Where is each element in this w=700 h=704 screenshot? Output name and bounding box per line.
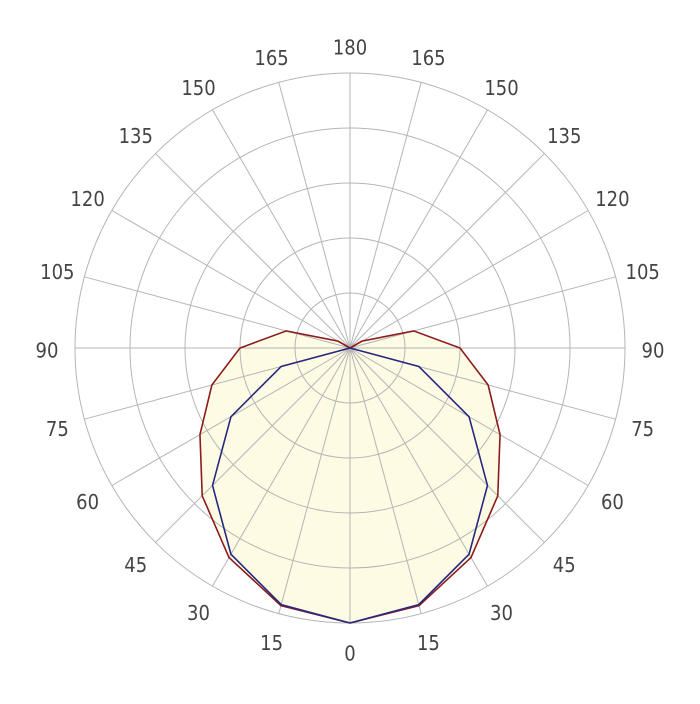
angle-label: 30 bbox=[490, 601, 513, 625]
intensity-curve bbox=[199, 330, 351, 624]
intensity-curve bbox=[211, 347, 351, 624]
intensity-curve bbox=[349, 330, 501, 624]
grid-spoke bbox=[349, 276, 616, 349]
angle-label: 150 bbox=[181, 76, 215, 100]
grid-spoke bbox=[212, 347, 351, 587]
angle-label: 15 bbox=[260, 631, 283, 655]
angle-label: 180 bbox=[333, 36, 367, 60]
grid-spoke bbox=[349, 347, 488, 587]
grid-spoke bbox=[155, 153, 351, 349]
grid-spoke bbox=[349, 153, 545, 349]
angle-label: 165 bbox=[254, 46, 288, 70]
grid-spoke bbox=[349, 82, 422, 349]
grid-spoke bbox=[349, 210, 589, 349]
angle-label: 30 bbox=[187, 601, 210, 625]
grid-spoke bbox=[84, 276, 351, 349]
grid-spoke bbox=[278, 82, 351, 349]
angle-label: 15 bbox=[417, 631, 440, 655]
angle-label: 45 bbox=[124, 553, 147, 577]
angle-label: 120 bbox=[595, 187, 629, 211]
grid-spoke bbox=[155, 347, 351, 543]
angle-label: 165 bbox=[411, 46, 445, 70]
angle-label: 75 bbox=[46, 417, 69, 441]
angle-label: 105 bbox=[40, 260, 74, 284]
angle-label: 120 bbox=[70, 187, 104, 211]
grid-spoke bbox=[278, 347, 351, 614]
angle-label: 90 bbox=[642, 339, 665, 363]
angle-label: 105 bbox=[626, 260, 660, 284]
intensity-curve bbox=[349, 347, 489, 624]
angle-label: 90 bbox=[36, 339, 59, 363]
grid-spoke bbox=[212, 109, 351, 349]
angle-label: 75 bbox=[631, 417, 654, 441]
angle-label: 135 bbox=[119, 124, 153, 148]
grid-spoke bbox=[349, 347, 545, 543]
grid-spoke bbox=[349, 109, 488, 349]
angle-label: 60 bbox=[601, 490, 624, 514]
grid-spoke bbox=[349, 347, 422, 614]
angle-label: 0 bbox=[344, 642, 355, 666]
grid-spoke bbox=[111, 210, 351, 349]
angle-label: 60 bbox=[76, 490, 99, 514]
angle-label: 135 bbox=[547, 124, 581, 148]
angle-label: 45 bbox=[553, 553, 576, 577]
angle-label: 150 bbox=[484, 76, 518, 100]
